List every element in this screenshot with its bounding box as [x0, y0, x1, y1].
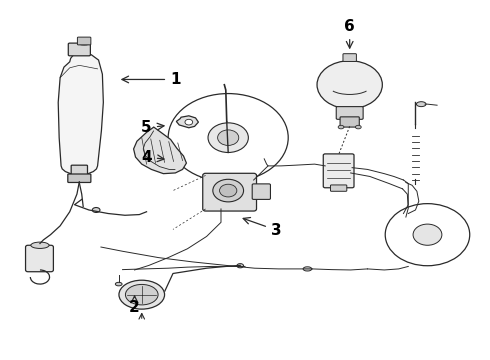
- PathPatch shape: [176, 116, 198, 128]
- PathPatch shape: [58, 53, 103, 175]
- Ellipse shape: [237, 264, 244, 268]
- FancyBboxPatch shape: [252, 184, 270, 199]
- Ellipse shape: [125, 284, 158, 305]
- Text: 4: 4: [141, 149, 164, 165]
- Circle shape: [220, 184, 237, 197]
- Ellipse shape: [115, 282, 122, 286]
- Ellipse shape: [338, 125, 344, 129]
- Ellipse shape: [303, 267, 312, 271]
- Ellipse shape: [355, 125, 361, 129]
- Circle shape: [413, 224, 442, 245]
- FancyBboxPatch shape: [203, 173, 257, 211]
- Ellipse shape: [119, 280, 165, 309]
- Text: 3: 3: [243, 217, 282, 238]
- FancyBboxPatch shape: [340, 117, 359, 127]
- FancyBboxPatch shape: [25, 245, 53, 272]
- Ellipse shape: [416, 102, 426, 107]
- Text: 6: 6: [344, 19, 355, 48]
- Circle shape: [208, 123, 248, 153]
- FancyBboxPatch shape: [77, 37, 91, 45]
- Text: 1: 1: [122, 72, 181, 87]
- Ellipse shape: [92, 207, 100, 212]
- FancyBboxPatch shape: [330, 185, 347, 191]
- Text: 2: 2: [129, 296, 140, 315]
- Circle shape: [185, 119, 193, 125]
- FancyBboxPatch shape: [71, 165, 88, 175]
- FancyBboxPatch shape: [68, 174, 91, 183]
- FancyBboxPatch shape: [323, 154, 354, 188]
- FancyBboxPatch shape: [343, 54, 356, 62]
- FancyBboxPatch shape: [336, 107, 363, 119]
- Circle shape: [218, 130, 239, 145]
- Ellipse shape: [31, 242, 49, 248]
- Circle shape: [317, 61, 382, 109]
- FancyBboxPatch shape: [68, 43, 90, 56]
- PathPatch shape: [134, 127, 186, 174]
- Ellipse shape: [78, 41, 90, 45]
- Text: 5: 5: [141, 120, 164, 135]
- Circle shape: [213, 179, 244, 202]
